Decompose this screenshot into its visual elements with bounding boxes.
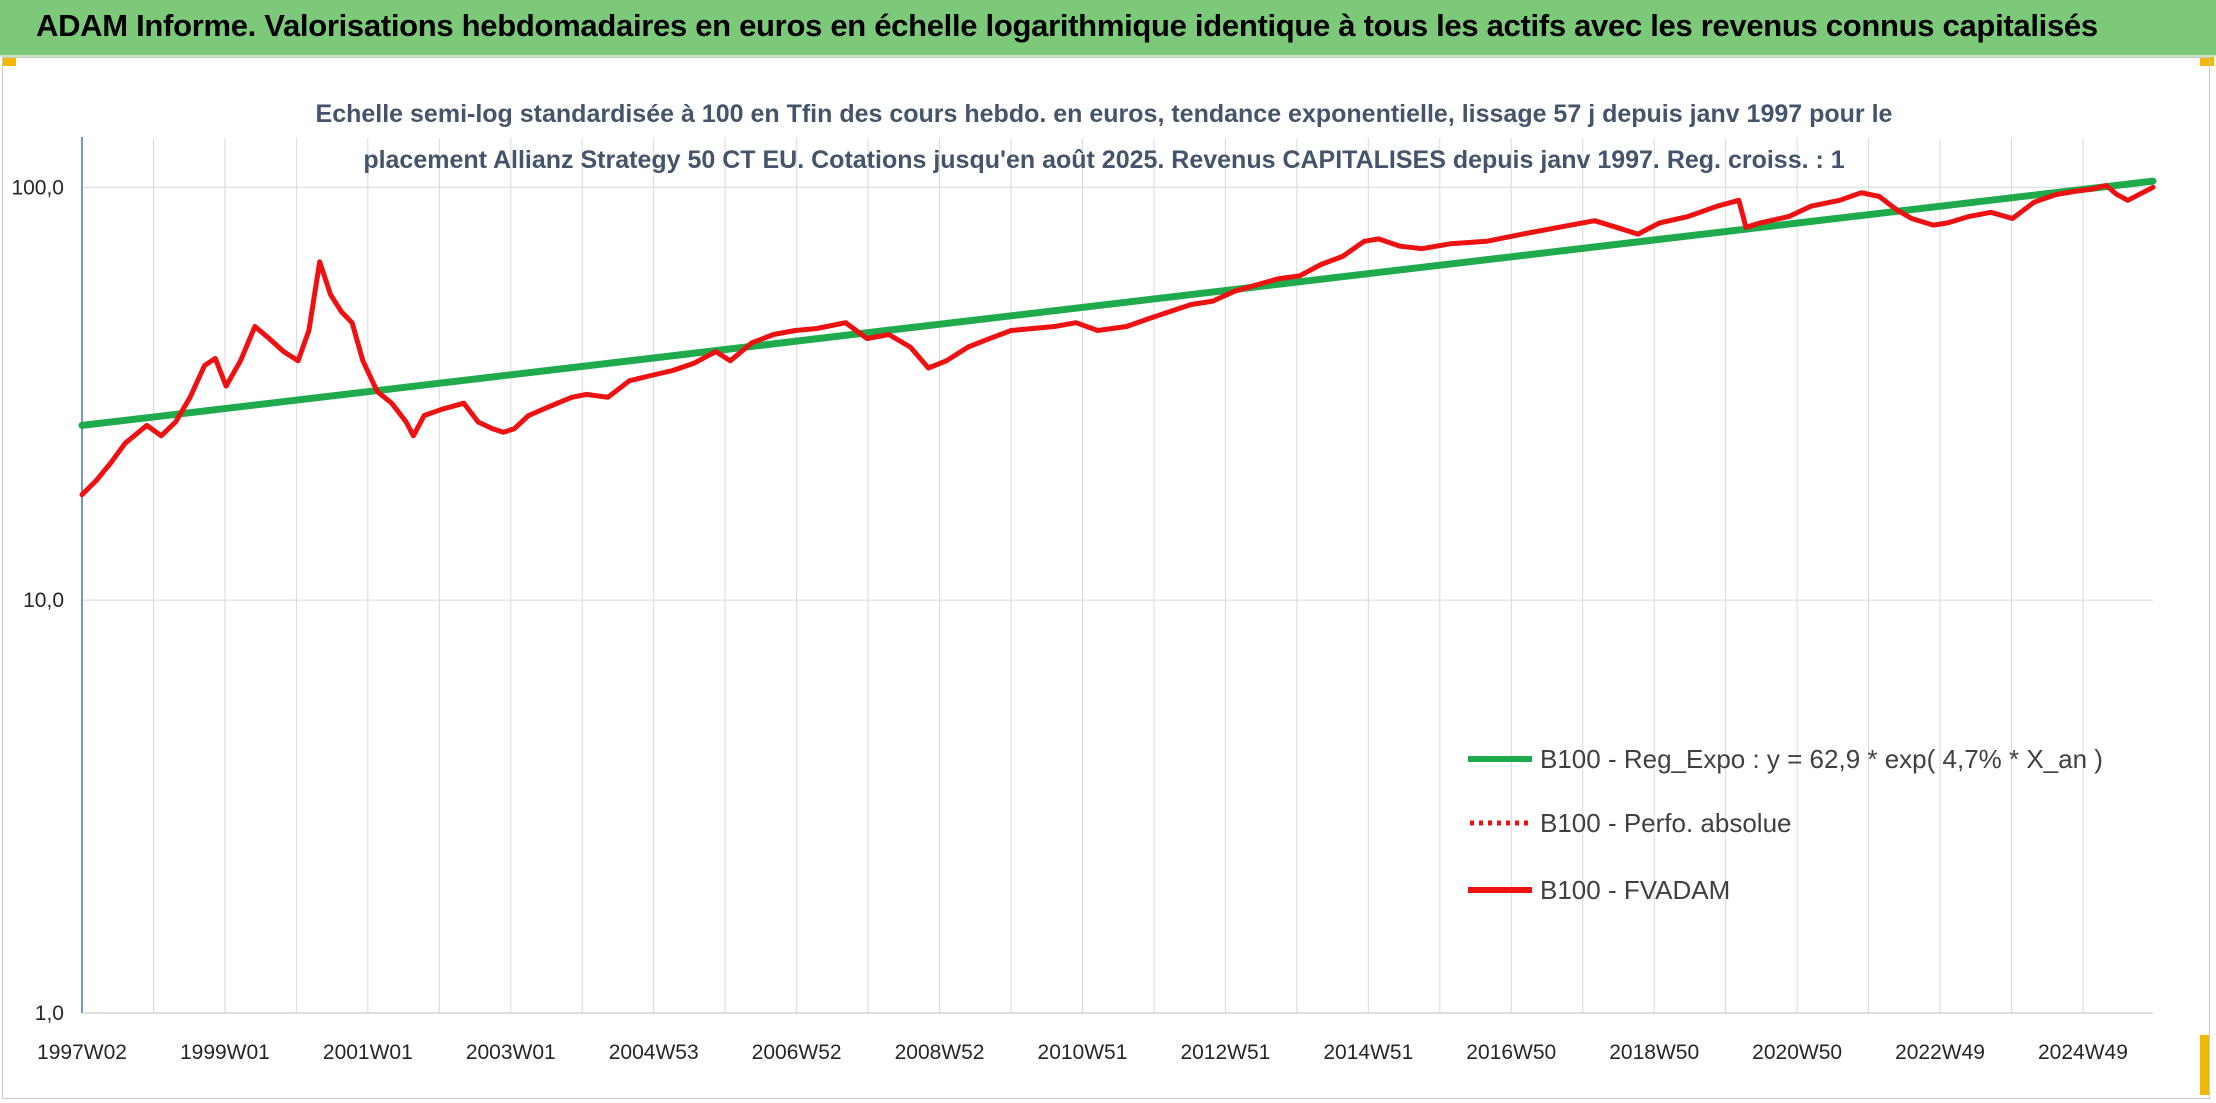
y-tick-label: 1,0 (35, 1002, 64, 1025)
report-title: ADAM Informe. Valorisations hebdomadaire… (36, 8, 2098, 43)
series (78, 177, 2157, 498)
x-tick-label: 2008W52 (895, 1041, 985, 1064)
series-regression-line (78, 177, 2157, 429)
x-tick-label: 1999W01 (180, 1041, 270, 1064)
x-tick-label: 2024W49 (2038, 1041, 2128, 1064)
corner-accent-bottom-right (2200, 1035, 2210, 1095)
corner-accent-top-left (2, 57, 16, 66)
series-fvadam-line (79, 183, 2156, 498)
title-banner: ADAM Informe. Valorisations hebdomadaire… (0, 0, 2216, 57)
x-tick-label: 2022W49 (1895, 1041, 1985, 1064)
x-tick-label: 2012W51 (1180, 1041, 1270, 1064)
x-tick-label: 2014W51 (1323, 1041, 1413, 1064)
gridlines (82, 138, 2153, 1014)
x-tick-label: 2020W50 (1752, 1041, 1842, 1064)
chart-title-line-1: Echelle semi-log standardisée à 100 en T… (316, 100, 1893, 128)
axes: 1,0 10,0 100,0 1997W02 1999W01 2001W01 2003W01… (11, 137, 2153, 1064)
chart-title-line-2: placement Allianz Strategy 50 CT EU. Cot… (363, 146, 1844, 174)
x-tick-label: 2001W01 (323, 1041, 413, 1064)
y-tick-label: 10,0 (23, 589, 64, 612)
x-tick-label: 2004W53 (609, 1041, 699, 1064)
x-tick-label: 2016W50 (1466, 1041, 1556, 1064)
legend-label-fvadam: B100 - FVADAM (1540, 875, 1730, 905)
x-tick-label: 2003W01 (466, 1041, 556, 1064)
corner-accent-top-right (2200, 57, 2214, 66)
legend-label-perfo: B100 - Perfo. absolue (1540, 808, 1792, 838)
x-tick-label: 2018W50 (1609, 1041, 1699, 1064)
legend: B100 - Reg_Expo : y = 62,9 * exp( 4,7% *… (1468, 744, 2103, 905)
chart-frame (2, 57, 2210, 1099)
y-tick-label: 100,0 (11, 176, 64, 199)
legend-label-regression: B100 - Reg_Expo : y = 62,9 * exp( 4,7% *… (1540, 744, 2103, 774)
x-tick-label: 1997W02 (37, 1041, 127, 1064)
x-tick-label: 2010W51 (1038, 1041, 1128, 1064)
x-tick-label: 2006W52 (752, 1041, 842, 1064)
